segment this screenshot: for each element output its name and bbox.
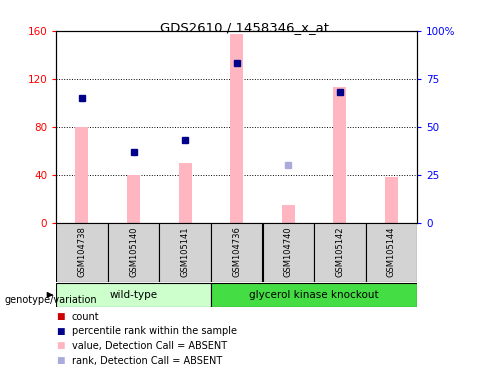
Bar: [76, 127, 88, 223]
Text: GSM104740: GSM104740: [284, 226, 293, 276]
Text: GSM105144: GSM105144: [387, 226, 396, 276]
Bar: [56, 283, 211, 307]
Bar: [108, 223, 159, 281]
Text: value, Detection Call = ABSENT: value, Detection Call = ABSENT: [72, 341, 227, 351]
Bar: [211, 283, 417, 307]
Bar: [230, 34, 243, 223]
Bar: [160, 223, 211, 281]
Text: GDS2610 / 1458346_x_at: GDS2610 / 1458346_x_at: [160, 21, 328, 34]
Bar: [56, 223, 108, 281]
Bar: [211, 223, 263, 281]
Text: ■: ■: [56, 312, 64, 321]
Text: GSM104736: GSM104736: [232, 226, 241, 277]
Text: rank, Detection Call = ABSENT: rank, Detection Call = ABSENT: [72, 356, 222, 366]
Bar: [263, 223, 314, 281]
Bar: [333, 87, 346, 223]
Text: GSM105140: GSM105140: [129, 226, 138, 276]
Text: percentile rank within the sample: percentile rank within the sample: [72, 326, 237, 336]
Text: glycerol kinase knockout: glycerol kinase knockout: [249, 290, 379, 300]
Bar: [385, 177, 398, 223]
Text: GSM104738: GSM104738: [78, 226, 86, 277]
Text: ■: ■: [56, 327, 64, 336]
Bar: [366, 223, 417, 281]
Text: ■: ■: [56, 356, 64, 365]
Bar: [127, 175, 140, 223]
Text: ■: ■: [56, 341, 64, 351]
Bar: [179, 163, 192, 223]
Text: GSM105141: GSM105141: [181, 226, 190, 276]
Text: wild-type: wild-type: [109, 290, 158, 300]
Text: count: count: [72, 312, 100, 322]
Bar: [314, 223, 366, 281]
Text: GSM105142: GSM105142: [335, 226, 345, 276]
Text: genotype/variation: genotype/variation: [5, 295, 98, 305]
Bar: [282, 205, 295, 223]
